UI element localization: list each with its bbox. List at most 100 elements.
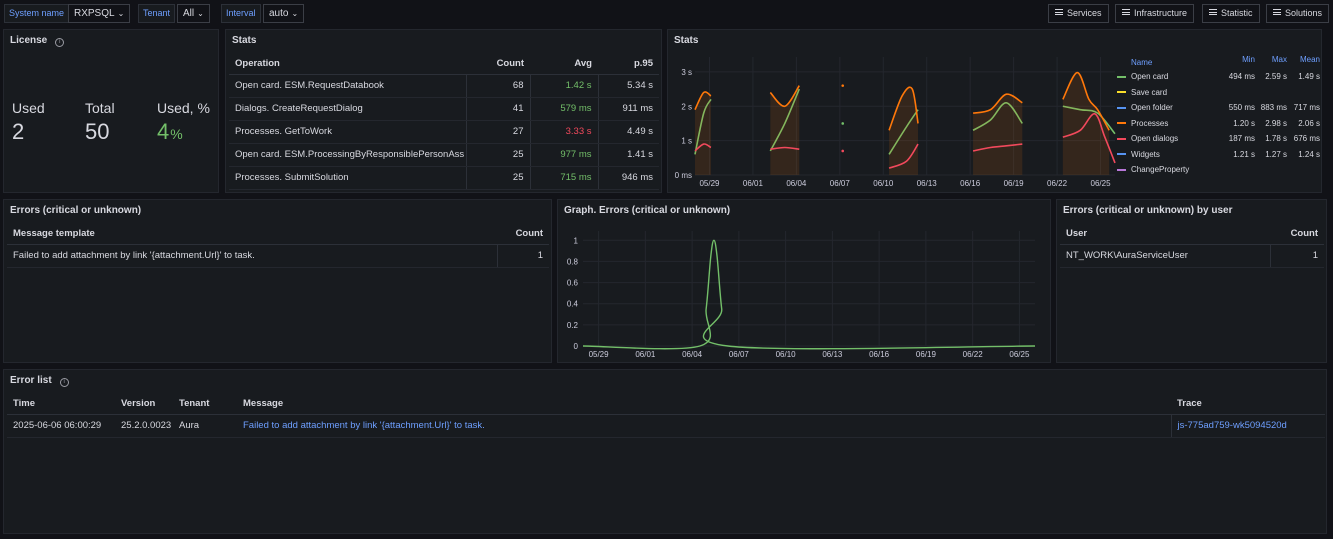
- x-tick-label: 06/16: [869, 350, 890, 359]
- count-cell: 25: [465, 166, 530, 190]
- menu-icon: [1209, 9, 1217, 15]
- tenant-select[interactable]: All ⌄: [177, 4, 210, 23]
- chevron-down-icon: ⌄: [291, 9, 299, 18]
- avg-cell: 3.33 s: [529, 120, 598, 144]
- legend-item-label: Open card: [1131, 72, 1169, 82]
- solutions-link[interactable]: Solutions: [1266, 4, 1330, 23]
- legend-item-mean: 717 ms: [1293, 103, 1320, 113]
- y-tick-label: 3 s: [681, 68, 692, 77]
- tenant-cell: Aura: [173, 414, 237, 438]
- column-header-p95[interactable]: p.95: [598, 54, 659, 75]
- services-link-label: Services: [1067, 8, 1102, 18]
- errors-line-chart: 0 0.2 0.4 0.6 0.8 1 05/29 06/01 06/04 06/07 06/10 0…: [567, 231, 1036, 359]
- column-header-count[interactable]: Count: [1270, 224, 1324, 245]
- system-name-select[interactable]: RXPSQL ⌄: [68, 4, 131, 23]
- column-header-message[interactable]: Message: [237, 394, 1171, 415]
- legend-header-max[interactable]: Max: [1271, 55, 1287, 64]
- error-list-title: Error list: [10, 375, 52, 386]
- legend-item[interactable]: Open folder 550 ms 883 ms 717 ms: [1113, 100, 1320, 116]
- table-row: 2025-06-06 06:00:29 25.2.0.0023 Aura Fai…: [7, 414, 1325, 438]
- legend-item-max: 1.78 s: [1265, 134, 1287, 144]
- legend-item-mean: 676 ms: [1293, 134, 1320, 144]
- message-template-cell: Failed to add attachment by link '{attac…: [7, 244, 497, 268]
- column-header-tenant[interactable]: Tenant: [173, 394, 237, 415]
- data-point: [841, 84, 845, 87]
- legend-item[interactable]: Processes 1.20 s 2.98 s 2.06 s: [1113, 116, 1320, 132]
- time-cell: 2025-06-06 06:00:29: [7, 414, 115, 438]
- table-row: Processes. SubmitSolution 25 715 ms 946 ms: [229, 166, 659, 190]
- statistic-link[interactable]: Statistic: [1202, 4, 1260, 23]
- legend-item-min: 550 ms: [1228, 103, 1255, 113]
- column-header-version[interactable]: Version: [115, 394, 173, 415]
- legend-header-min[interactable]: Min: [1242, 55, 1255, 64]
- legend-header-name[interactable]: Name: [1131, 57, 1153, 67]
- legend-item-mean: 1.49 s: [1298, 72, 1320, 82]
- avg-cell: 715 ms: [529, 166, 598, 190]
- legend-item-name: Open dialogs: [1113, 134, 1223, 143]
- count-cell: 25: [465, 143, 530, 167]
- x-tick-label: 06/22: [963, 350, 984, 359]
- legend-swatch: [1117, 168, 1126, 171]
- x-tick-label: 06/07: [830, 179, 851, 188]
- series-line: [1062, 113, 1116, 164]
- legend-swatch: [1117, 106, 1126, 109]
- errors-by-user-panel: Errors (critical or unknown) by user Use…: [1056, 199, 1327, 363]
- series-line: [1062, 71, 1110, 131]
- tenant-label: Tenant: [138, 4, 176, 23]
- count-cell: 1: [496, 244, 549, 268]
- errors-graph-panel: Graph. Errors (critical or unknown): [557, 199, 1051, 363]
- top-variables-bar: System name RXPSQL ⌄ Tenant All ⌄ Interval…: [0, 0, 1333, 28]
- info-icon[interactable]: i: [59, 378, 69, 387]
- x-tick-label: 06/01: [743, 179, 764, 188]
- panel-title: Error list i: [10, 375, 69, 387]
- legend-header: Name Min Max Mean: [1113, 55, 1320, 69]
- data-point: [841, 122, 845, 125]
- column-header-count[interactable]: Count: [497, 224, 549, 245]
- legend-item[interactable]: Save card: [1113, 85, 1320, 101]
- total-value: 50: [85, 119, 110, 144]
- legend-swatch: [1117, 91, 1126, 94]
- used-percent-value: 4%: [157, 119, 183, 145]
- license-panel: License i Used 2 Total 50 Used, % 4%: [3, 29, 219, 193]
- legend-item[interactable]: ChangeProperty: [1113, 162, 1320, 178]
- table-row: Dialogs. CreateRequestDialog 41 579 ms 911 …: [229, 97, 659, 121]
- series-line: [972, 102, 1023, 132]
- column-header-operation[interactable]: Operation: [229, 54, 466, 75]
- column-header-time[interactable]: Time: [7, 394, 115, 415]
- column-header-avg[interactable]: Avg: [530, 54, 598, 75]
- column-header-trace[interactable]: Trace: [1171, 394, 1325, 415]
- legend-item-label: Processes: [1131, 118, 1169, 128]
- total-label: Total: [85, 100, 115, 116]
- solutions-link-label: Solutions: [1285, 8, 1323, 18]
- x-tick-label: 06/13: [822, 350, 843, 359]
- used-percent-unit: %: [170, 126, 183, 142]
- stats-table-header: Operation Count Avg p.95: [229, 54, 659, 75]
- services-link[interactable]: Services: [1048, 4, 1109, 23]
- column-header-message-template[interactable]: Message template: [7, 224, 497, 245]
- series-line: [1062, 105, 1116, 135]
- errors-by-user-header: User Count: [1060, 224, 1324, 245]
- legend-header-mean[interactable]: Mean: [1299, 55, 1320, 64]
- series-area: [695, 91, 711, 175]
- interval-select[interactable]: auto ⌄: [263, 4, 305, 23]
- column-header-count[interactable]: Count: [466, 54, 530, 75]
- legend-item-max: 883 ms: [1260, 103, 1287, 113]
- x-tick-label: 06/22: [1047, 179, 1068, 188]
- x-tick-label: 06/25: [1009, 350, 1030, 359]
- trace-link[interactable]: js-775ad759-wk5094520d: [1170, 414, 1325, 438]
- legend-swatch: [1117, 137, 1126, 140]
- legend-item[interactable]: Open dialogs 187 ms 1.78 s 676 ms: [1113, 131, 1320, 147]
- legend-item-name: Save card: [1113, 88, 1223, 97]
- legend-item[interactable]: Open card 494 ms 2.59 s 1.49 s: [1113, 69, 1320, 85]
- table-row: Failed to add attachment by link '{attac…: [7, 244, 549, 268]
- infrastructure-link[interactable]: Infrastructure: [1115, 4, 1195, 23]
- column-header-user[interactable]: User: [1060, 224, 1270, 245]
- series-line: [769, 85, 800, 108]
- legend-item[interactable]: Widgets 1.21 s 1.27 s 1.24 s: [1113, 147, 1320, 163]
- info-icon[interactable]: i: [55, 38, 65, 47]
- legend-item-max: 1.27 s: [1265, 149, 1287, 159]
- operation-cell: Processes. SubmitSolution: [229, 166, 466, 190]
- error-list-header: Time Version Tenant Message Trace: [7, 394, 1325, 415]
- legend-item-mean: 2.06 s: [1298, 118, 1320, 128]
- message-link[interactable]: Failed to add attachment by link '{attac…: [237, 414, 1171, 438]
